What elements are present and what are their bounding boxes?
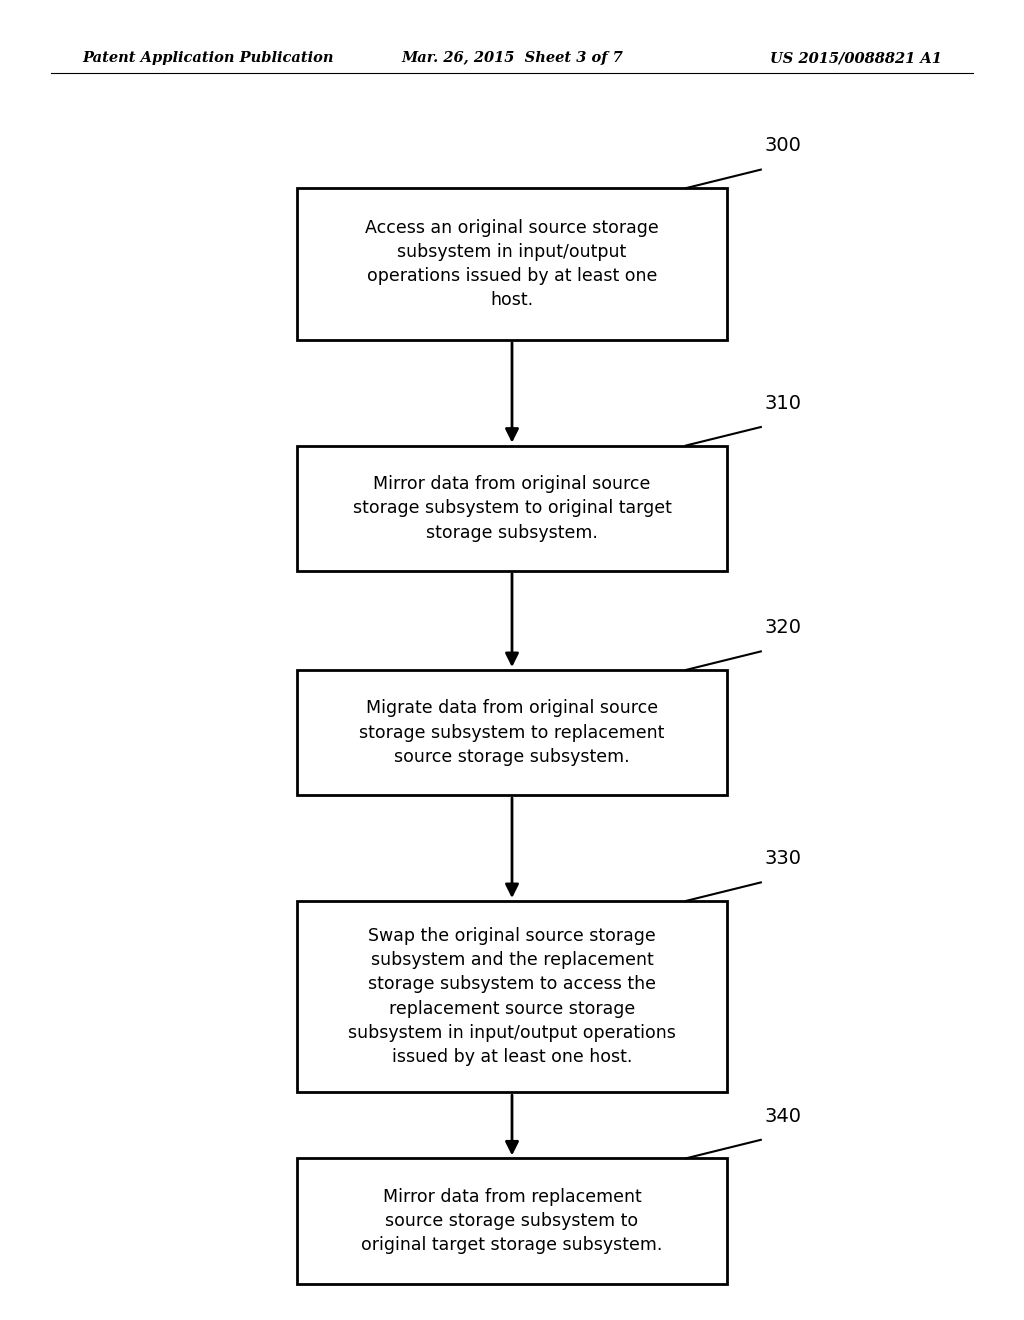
Bar: [297, 446, 727, 570]
Bar: [297, 1159, 727, 1283]
Text: 320: 320: [765, 618, 802, 638]
Text: Migrate data from original source
storage subsystem to replacement
source storag: Migrate data from original source storag…: [359, 700, 665, 766]
Text: 340: 340: [765, 1106, 802, 1126]
Text: Access an original source storage
subsystem in input/output
operations issued by: Access an original source storage subsys…: [366, 219, 658, 309]
Text: 310: 310: [765, 393, 802, 413]
Text: Swap the original source storage
subsystem and the replacement
storage subsystem: Swap the original source storage subsyst…: [348, 927, 676, 1067]
Bar: [297, 187, 727, 339]
Text: Mirror data from replacement
source storage subsystem to
original target storage: Mirror data from replacement source stor…: [361, 1188, 663, 1254]
Text: 330: 330: [765, 849, 802, 869]
Bar: [297, 900, 727, 1093]
Text: Mirror data from original source
storage subsystem to original target
storage su: Mirror data from original source storage…: [352, 475, 672, 541]
Bar: [297, 669, 727, 795]
Text: Mar. 26, 2015  Sheet 3 of 7: Mar. 26, 2015 Sheet 3 of 7: [401, 51, 623, 65]
Text: 300: 300: [765, 136, 802, 156]
Text: Patent Application Publication: Patent Application Publication: [82, 51, 334, 65]
Text: US 2015/0088821 A1: US 2015/0088821 A1: [770, 51, 942, 65]
